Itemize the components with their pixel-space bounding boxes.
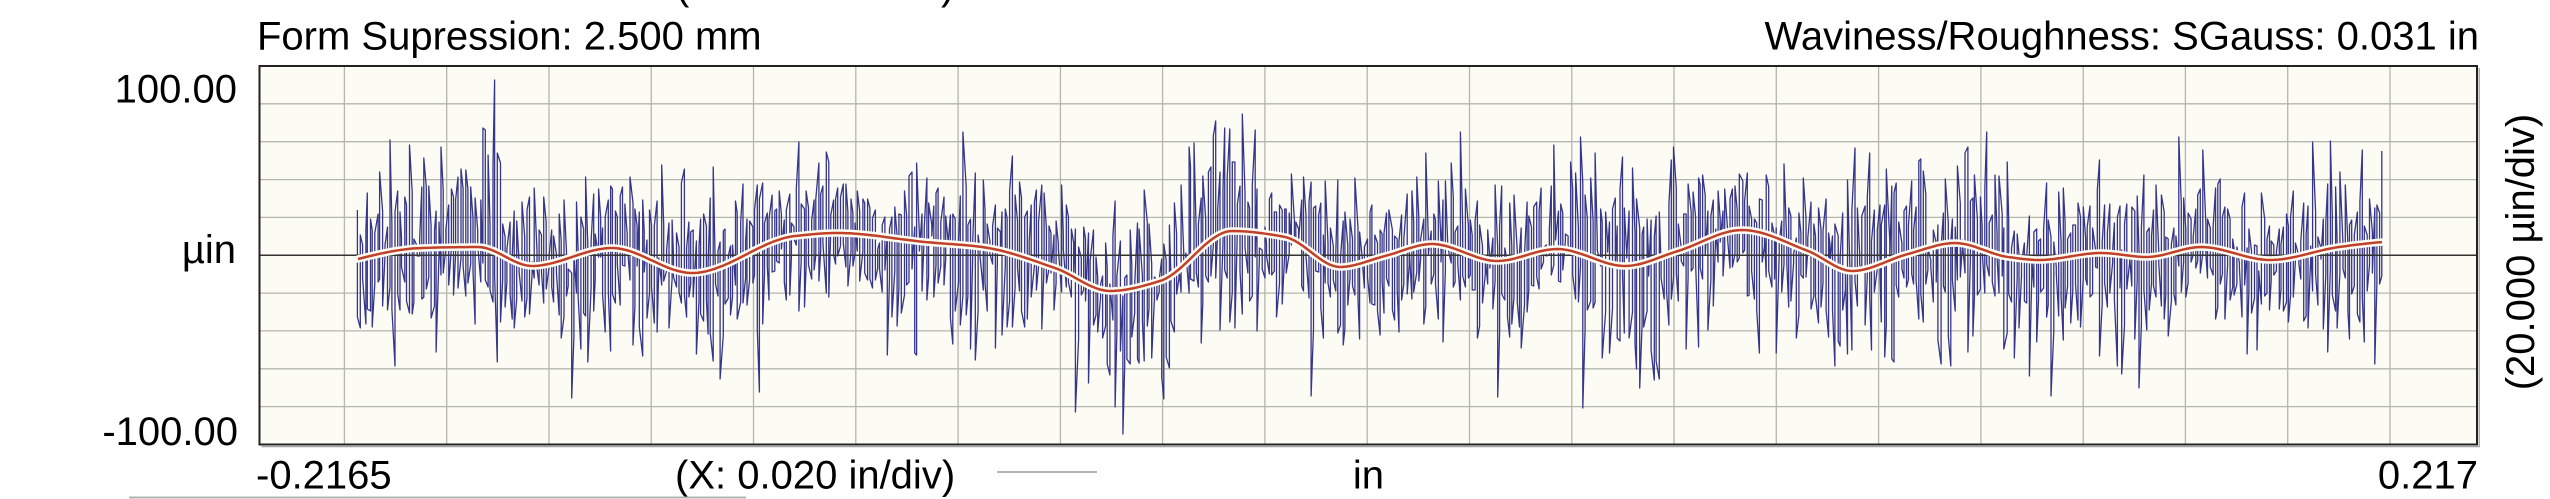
svg-text:): ) [941, 0, 954, 8]
svg-text:µin: µin [182, 228, 236, 272]
svg-text:100.00: 100.00 [115, 68, 237, 112]
svg-text:-0.2165: -0.2165 [256, 454, 392, 498]
svg-text:Waviness/Roughness: SGauss: 0.: Waviness/Roughness: SGauss: 0.031 in [1765, 15, 2479, 59]
svg-text:(X: 0.020 in/div): (X: 0.020 in/div) [675, 454, 955, 498]
svg-text:-100.00: -100.00 [102, 410, 238, 454]
svg-text:0.217: 0.217 [2378, 454, 2478, 498]
svg-text:(20.000 µin/div): (20.000 µin/div) [2499, 114, 2543, 391]
svg-text:(: ( [676, 0, 690, 8]
svg-text:in: in [1353, 454, 1384, 498]
svg-text:Form Supression: 2.500 mm: Form Supression: 2.500 mm [257, 15, 762, 59]
